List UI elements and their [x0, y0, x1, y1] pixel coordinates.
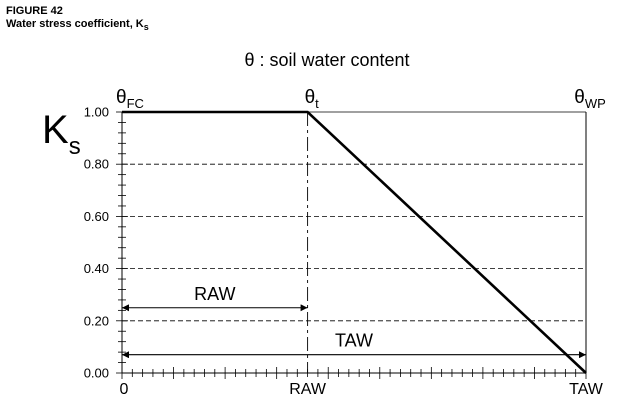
annotation-layer	[122, 112, 586, 373]
y-tick-label: 0.20	[84, 313, 109, 328]
x-tick-label: RAW	[289, 381, 327, 398]
axis-layer	[116, 111, 587, 379]
top-theta-label: θFC	[116, 87, 144, 111]
top-theta-label: θt	[305, 87, 320, 111]
grid-layer	[122, 111, 586, 322]
annotation-label: RAW	[194, 284, 235, 304]
x-tick-label: 0	[120, 381, 129, 398]
ks-line	[122, 110, 587, 374]
series-layer	[122, 110, 587, 374]
x-tick-label: TAW	[569, 381, 604, 398]
top-theta-label: θWP	[574, 87, 606, 111]
figure-title-subscript: s	[143, 22, 149, 33]
y-tick-label: 0.40	[84, 261, 109, 276]
chart-title: θ : soil water content	[244, 50, 409, 70]
figure-title: Water stress coefficient, Ks	[6, 18, 149, 32]
annotation-label: TAW	[335, 331, 373, 351]
y-tick-label: 1.00	[84, 105, 109, 120]
text-layer: 0.00 0.20 0.40 0.60 0.80 1.00 0 RAW TAW RAW TAW θ :…	[42, 50, 606, 398]
y-axis-label: Ks	[42, 108, 81, 160]
y-tick-label: 0.80	[84, 157, 109, 172]
y-tick-label: 0.00	[84, 366, 109, 381]
y-tick-label: 0.60	[84, 209, 109, 224]
figure-label: FIGURE 42	[6, 5, 63, 17]
figure-title-text: Water stress coefficient, K	[6, 18, 144, 30]
